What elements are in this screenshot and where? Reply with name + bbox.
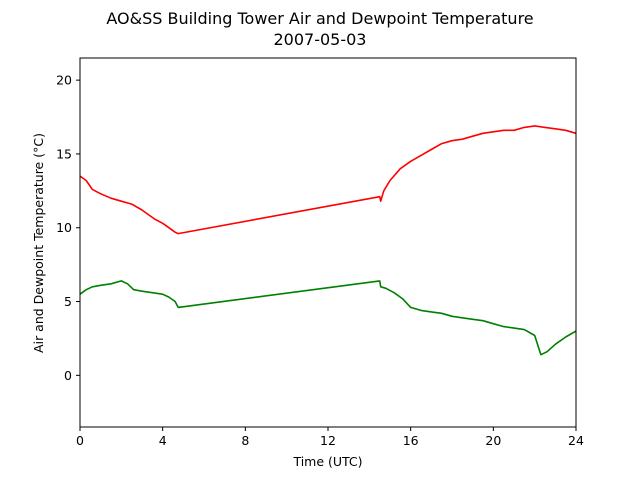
y-tick-label: 10 (56, 220, 72, 235)
y-tick-label: 5 (64, 294, 72, 309)
y-axis-label: Air and Dewpoint Temperature (°C) (31, 133, 46, 353)
plot-frame (79, 57, 577, 428)
y-tick-label: 15 (56, 146, 72, 161)
x-tick-label: 16 (403, 433, 419, 448)
y-tick-label: 20 (56, 73, 72, 88)
x-tick-label: 4 (159, 433, 167, 448)
chart-title: AO&SS Building Tower Air and Dewpoint Te… (106, 9, 533, 28)
x-tick-label: 24 (568, 433, 584, 448)
y-axis: 0 5 10 15 20 (56, 73, 80, 383)
x-axis-label: Time (UTC) (292, 454, 362, 469)
x-tick-label: 20 (485, 433, 501, 448)
y-tick-label: 0 (64, 368, 72, 383)
series-line-0 (79, 125, 577, 235)
series-line-1 (79, 280, 577, 356)
x-tick-label: 0 (76, 433, 84, 448)
x-tick-label: 12 (320, 433, 336, 448)
chart-subtitle: 2007-05-03 (274, 30, 367, 49)
x-axis: 0 4 8 12 16 20 24 (76, 427, 584, 448)
plot-lines (79, 125, 577, 356)
x-tick-label: 8 (241, 433, 249, 448)
